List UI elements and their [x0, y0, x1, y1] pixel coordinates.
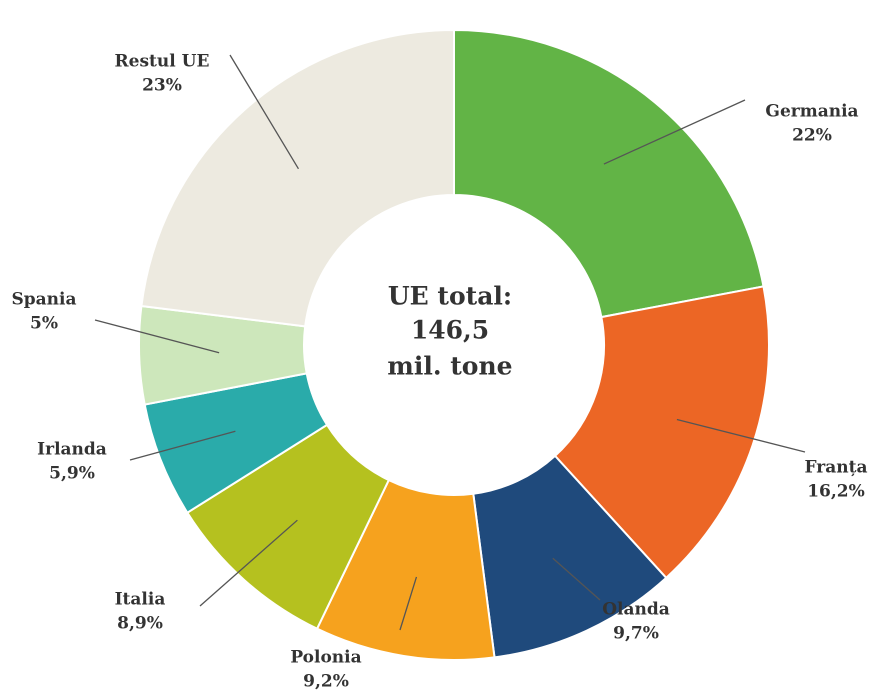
leader-line: [676, 418, 806, 453]
center-text: mil. tone: [387, 352, 512, 381]
donut-slice: [553, 285, 770, 580]
slice-label: Germania: [765, 102, 858, 122]
slice-label: Franța: [805, 458, 868, 478]
slice-label: Spania: [11, 290, 76, 310]
leader-line: [399, 576, 418, 631]
slice-label: Irlanda: [37, 440, 107, 460]
slice-label: Polonia: [290, 648, 361, 668]
center-text: UE total:: [388, 282, 512, 311]
slice-value-label: 5,9%: [49, 464, 95, 484]
slice-value-label: 9,2%: [303, 672, 349, 692]
leader-line: [552, 557, 601, 601]
leader-line: [229, 54, 300, 170]
leader-line: [199, 519, 298, 607]
slice-value-label: 16,2%: [807, 482, 865, 502]
slice-label: Restul UE: [115, 52, 210, 72]
slice-label: Olanda: [602, 600, 670, 620]
slice-value-label: 23%: [142, 76, 182, 96]
leader-line: [603, 99, 746, 165]
donut-slice: [453, 28, 765, 319]
leader-line: [94, 319, 220, 354]
slice-label: Italia: [115, 590, 166, 610]
leader-line: [129, 430, 236, 461]
center-text: 146,5: [411, 316, 489, 345]
donut-slice: [140, 28, 455, 328]
slice-value-label: 5%: [30, 314, 58, 334]
slice-value-label: 22%: [792, 126, 832, 146]
slice-value-label: 8,9%: [117, 614, 163, 634]
slice-value-label: 9,7%: [613, 624, 659, 644]
